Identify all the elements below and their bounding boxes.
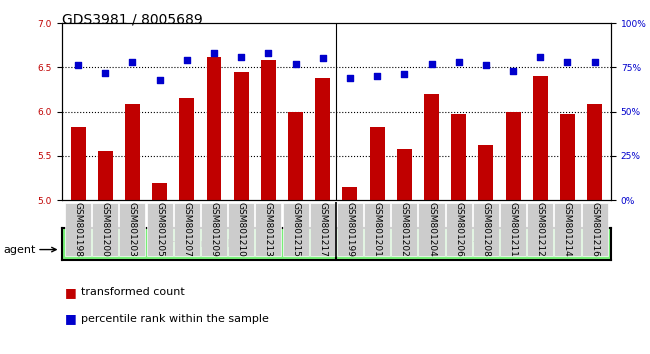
Bar — [506, 112, 521, 200]
Point — [236, 54, 246, 59]
Text: GSM801202: GSM801202 — [400, 202, 409, 257]
Bar — [125, 104, 140, 200]
Text: GSM801210: GSM801210 — [237, 202, 246, 257]
Bar — [152, 183, 167, 200]
Text: resveratrol: resveratrol — [170, 239, 231, 249]
Text: GSM801198: GSM801198 — [73, 202, 83, 257]
Bar — [315, 78, 330, 200]
Point — [535, 54, 545, 59]
Text: GSM801200: GSM801200 — [101, 202, 110, 257]
Point — [481, 63, 491, 68]
Text: GDS3981 / 8005689: GDS3981 / 8005689 — [62, 12, 203, 27]
Bar — [261, 60, 276, 200]
Point — [562, 59, 573, 65]
Text: transformed count: transformed count — [81, 287, 185, 297]
Text: GSM801208: GSM801208 — [482, 202, 490, 257]
FancyBboxPatch shape — [582, 204, 608, 256]
Point — [127, 59, 138, 65]
FancyBboxPatch shape — [527, 204, 553, 256]
Bar — [424, 94, 439, 200]
Text: GSM801212: GSM801212 — [536, 202, 545, 257]
Text: ■: ■ — [65, 286, 77, 298]
Point — [291, 61, 301, 67]
FancyBboxPatch shape — [419, 204, 445, 256]
Bar — [343, 187, 358, 200]
Text: GSM801213: GSM801213 — [264, 202, 273, 257]
Text: percentile rank within the sample: percentile rank within the sample — [81, 314, 269, 324]
Point — [590, 59, 600, 65]
Point — [73, 63, 83, 68]
Text: GSM801199: GSM801199 — [345, 202, 354, 257]
Text: GSM801204: GSM801204 — [427, 202, 436, 257]
Point — [344, 75, 355, 81]
FancyBboxPatch shape — [391, 204, 417, 256]
Text: GSM801216: GSM801216 — [590, 202, 599, 257]
Text: GSM801206: GSM801206 — [454, 202, 463, 257]
FancyBboxPatch shape — [228, 204, 254, 256]
Bar — [207, 57, 222, 200]
Point — [263, 50, 274, 56]
Bar — [98, 152, 112, 200]
Point — [454, 59, 464, 65]
FancyBboxPatch shape — [446, 204, 472, 256]
Bar — [234, 72, 249, 200]
Text: GSM801214: GSM801214 — [563, 202, 572, 257]
FancyBboxPatch shape — [255, 204, 281, 256]
Point — [372, 73, 382, 79]
FancyBboxPatch shape — [554, 204, 580, 256]
Bar — [288, 112, 303, 200]
Text: GSM801203: GSM801203 — [128, 202, 137, 257]
Bar — [179, 98, 194, 200]
Bar — [560, 114, 575, 200]
Text: GSM801205: GSM801205 — [155, 202, 164, 257]
FancyBboxPatch shape — [364, 204, 390, 256]
FancyBboxPatch shape — [283, 204, 309, 256]
Point — [209, 50, 219, 56]
FancyBboxPatch shape — [500, 204, 526, 256]
FancyBboxPatch shape — [147, 204, 173, 256]
Point — [100, 70, 110, 75]
FancyBboxPatch shape — [174, 204, 200, 256]
Text: GSM801215: GSM801215 — [291, 202, 300, 257]
Text: GSM801201: GSM801201 — [372, 202, 382, 257]
FancyBboxPatch shape — [120, 204, 146, 256]
Point — [181, 57, 192, 63]
Text: GSM801211: GSM801211 — [508, 202, 517, 257]
Text: GSM801207: GSM801207 — [183, 202, 191, 257]
Bar — [587, 104, 602, 200]
Text: ■: ■ — [65, 312, 77, 325]
Point — [155, 77, 165, 82]
Point — [399, 72, 410, 77]
FancyBboxPatch shape — [337, 204, 363, 256]
Bar — [451, 114, 466, 200]
Bar — [370, 126, 385, 200]
FancyBboxPatch shape — [473, 204, 499, 256]
Text: GSM801209: GSM801209 — [209, 202, 218, 257]
FancyBboxPatch shape — [65, 204, 91, 256]
Point — [318, 56, 328, 61]
FancyBboxPatch shape — [201, 204, 227, 256]
Bar — [397, 149, 412, 200]
Bar — [533, 76, 548, 200]
Text: agent: agent — [3, 245, 36, 255]
FancyBboxPatch shape — [310, 204, 336, 256]
FancyBboxPatch shape — [92, 204, 118, 256]
Text: GSM801217: GSM801217 — [318, 202, 328, 257]
Point — [508, 68, 518, 74]
Bar — [478, 145, 493, 200]
Text: control: control — [453, 239, 491, 249]
Bar — [71, 127, 86, 200]
Point — [426, 61, 437, 67]
